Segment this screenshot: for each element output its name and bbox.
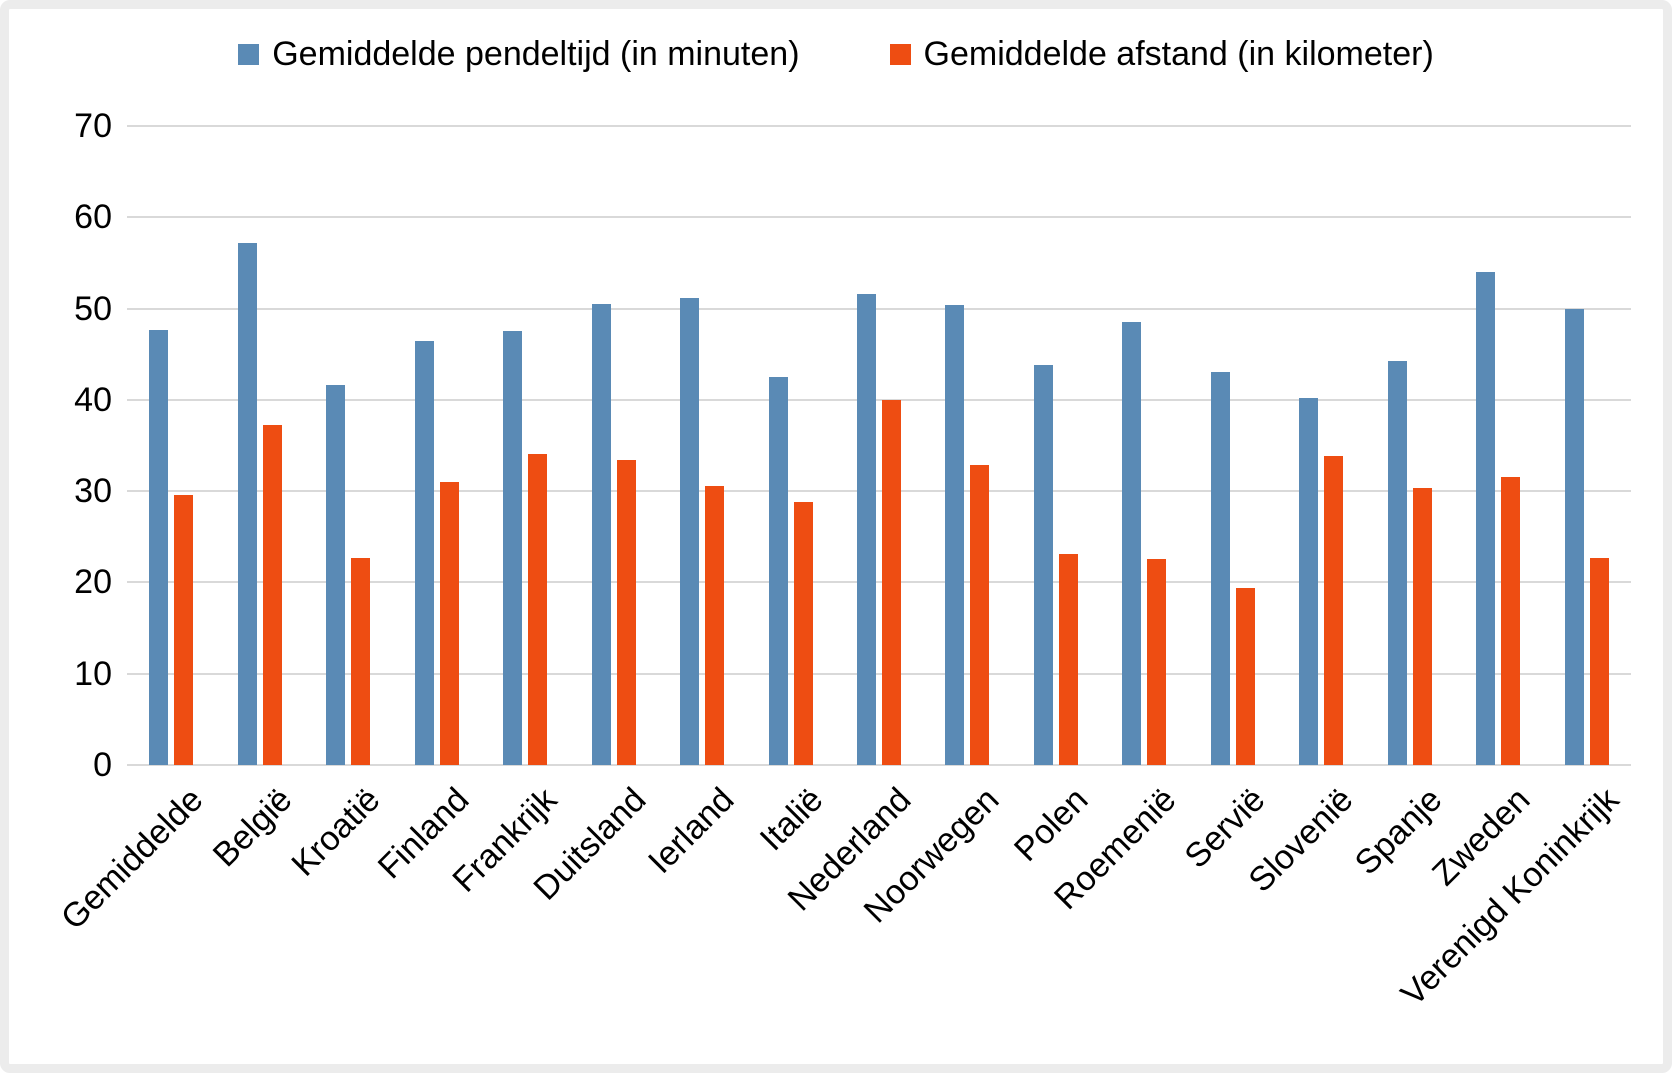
gridline-40 bbox=[127, 398, 1631, 401]
x-tick-label-2: Kroatië bbox=[284, 780, 388, 884]
gridline-50 bbox=[127, 307, 1631, 310]
bar-pendeltijd-1 bbox=[237, 242, 257, 765]
legend-label-pendeltijd: Gemiddelde pendeltijd (in minuten) bbox=[272, 35, 800, 73]
bar-pendeltijd-14 bbox=[1387, 360, 1407, 765]
gridline-0 bbox=[127, 764, 1631, 766]
bar-group-8 bbox=[835, 126, 923, 765]
bar-group-9 bbox=[923, 126, 1011, 765]
bar-group-13 bbox=[1277, 126, 1365, 765]
bar-afstand-13 bbox=[1324, 455, 1344, 765]
bar-pendeltijd-10 bbox=[1033, 365, 1053, 765]
gridline-70 bbox=[127, 125, 1631, 127]
x-tick-label-6: Ierland bbox=[641, 780, 742, 881]
legend-item-afstand: Gemiddelde afstand (in kilometer) bbox=[889, 35, 1434, 73]
gridline-30 bbox=[127, 490, 1631, 493]
bar-afstand-8 bbox=[881, 399, 901, 765]
bar-afstand-9 bbox=[970, 464, 990, 765]
bar-pendeltijd-9 bbox=[945, 304, 965, 765]
bar-afstand-3 bbox=[439, 482, 459, 765]
bar-pendeltijd-7 bbox=[768, 377, 788, 765]
bar-group-0 bbox=[127, 126, 215, 765]
y-tick-label-60: 60 bbox=[74, 198, 112, 237]
bar-afstand-15 bbox=[1501, 477, 1521, 765]
bar-pendeltijd-2 bbox=[326, 385, 346, 765]
legend-item-pendeltijd: Gemiddelde pendeltijd (in minuten) bbox=[238, 35, 800, 73]
gridline-10 bbox=[127, 672, 1631, 675]
bar-pendeltijd-16 bbox=[1564, 308, 1584, 765]
plot-area bbox=[127, 125, 1631, 766]
bar-afstand-2 bbox=[351, 557, 371, 765]
bar-afstand-5 bbox=[616, 460, 636, 765]
x-tick-label-7: Italië bbox=[752, 780, 830, 859]
y-tick-label-10: 10 bbox=[74, 654, 112, 693]
bar-afstand-6 bbox=[705, 485, 725, 765]
bar-group-10 bbox=[1012, 126, 1100, 765]
bar-afstand-10 bbox=[1058, 554, 1078, 765]
y-tick-label-0: 0 bbox=[93, 746, 112, 784]
chart-legend: Gemiddelde pendeltijd (in minuten) Gemid… bbox=[0, 35, 1672, 73]
blue-square-swatch-icon bbox=[238, 44, 260, 66]
bar-group-2 bbox=[304, 126, 392, 765]
bar-pendeltijd-13 bbox=[1299, 398, 1319, 765]
bar-afstand-1 bbox=[262, 424, 282, 765]
y-tick-label-20: 20 bbox=[74, 563, 112, 602]
bar-group-6 bbox=[658, 126, 746, 765]
bar-afstand-7 bbox=[793, 502, 813, 765]
bar-pendeltijd-12 bbox=[1210, 372, 1230, 765]
orange-square-swatch-icon bbox=[889, 44, 911, 66]
bar-group-1 bbox=[215, 126, 303, 765]
bar-pendeltijd-4 bbox=[503, 331, 523, 765]
bar-pendeltijd-15 bbox=[1476, 272, 1496, 765]
bar-group-15 bbox=[1454, 126, 1542, 765]
bar-afstand-0 bbox=[174, 494, 194, 765]
x-tick-label-1: België bbox=[205, 780, 300, 875]
bar-pendeltijd-5 bbox=[591, 304, 611, 765]
legend-label-afstand: Gemiddelde afstand (in kilometer) bbox=[923, 35, 1434, 73]
gridline-20 bbox=[127, 581, 1631, 584]
y-tick-label-70: 70 bbox=[74, 107, 112, 145]
bar-pendeltijd-0 bbox=[149, 329, 169, 765]
x-tick-label-0: Gemiddelde bbox=[54, 780, 211, 938]
bar-afstand-4 bbox=[528, 453, 548, 765]
bar-group-3 bbox=[392, 126, 480, 765]
bar-groups bbox=[127, 126, 1631, 765]
y-tick-label-50: 50 bbox=[74, 289, 112, 328]
bar-group-7 bbox=[746, 126, 834, 765]
bar-afstand-16 bbox=[1589, 557, 1609, 765]
y-tick-label-30: 30 bbox=[74, 472, 112, 511]
bar-pendeltijd-3 bbox=[414, 341, 434, 765]
bar-pendeltijd-11 bbox=[1122, 322, 1142, 765]
bar-group-12 bbox=[1189, 126, 1277, 765]
bar-group-16 bbox=[1543, 126, 1631, 765]
bar-afstand-12 bbox=[1235, 587, 1255, 765]
bar-group-11 bbox=[1100, 126, 1188, 765]
gridline-60 bbox=[127, 216, 1631, 219]
bar-pendeltijd-8 bbox=[856, 293, 876, 765]
y-tick-label-40: 40 bbox=[74, 380, 112, 419]
bar-afstand-14 bbox=[1412, 488, 1432, 765]
bar-group-5 bbox=[569, 126, 657, 765]
bar-group-4 bbox=[481, 126, 569, 765]
bar-group-14 bbox=[1366, 126, 1454, 765]
bar-pendeltijd-6 bbox=[680, 297, 700, 765]
bar-afstand-11 bbox=[1147, 558, 1167, 765]
